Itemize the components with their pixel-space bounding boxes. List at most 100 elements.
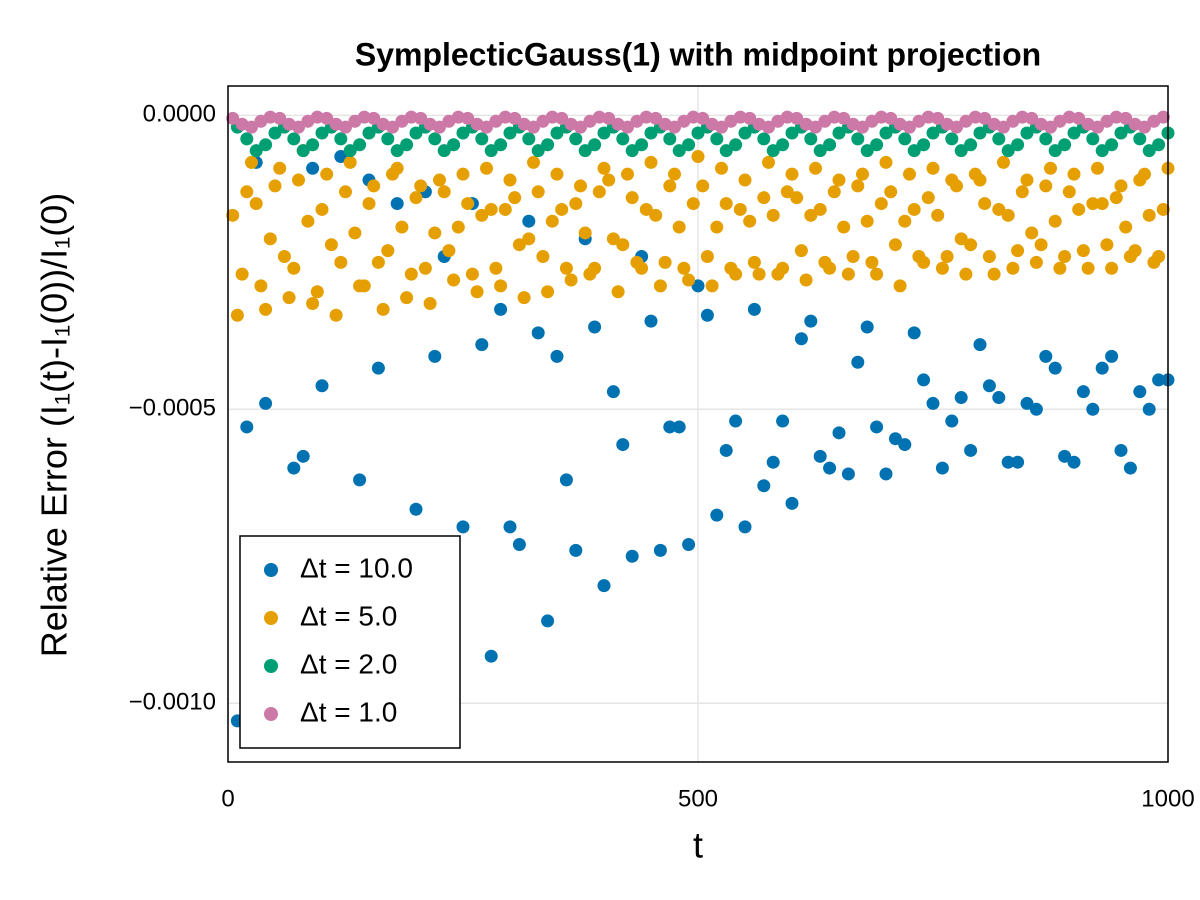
data-point xyxy=(917,373,931,387)
data-point xyxy=(710,508,724,522)
x-tick-label: 500 xyxy=(678,785,718,812)
data-point xyxy=(1072,202,1086,216)
data-point xyxy=(1001,208,1015,222)
data-point xyxy=(804,314,818,328)
data-point xyxy=(574,120,587,134)
y-axis-label: Relative Error (I₁(t)-I₁(0))/I₁(0) xyxy=(34,193,75,657)
data-point xyxy=(738,173,752,187)
data-point xyxy=(757,479,771,493)
data-point xyxy=(1156,202,1170,216)
data-point xyxy=(621,167,634,181)
data-point xyxy=(813,144,827,158)
data-point xyxy=(973,126,987,140)
data-point xyxy=(1025,226,1039,240)
data-point xyxy=(658,255,672,269)
data-point xyxy=(865,255,879,269)
data-point xyxy=(644,155,658,169)
data-point xyxy=(719,144,733,158)
data-point xyxy=(1095,144,1109,158)
data-point xyxy=(762,120,775,134)
data-point xyxy=(1029,255,1043,269)
data-point xyxy=(1020,396,1034,410)
data-point xyxy=(503,126,517,140)
data-point xyxy=(903,120,916,134)
data-point xyxy=(870,420,884,434)
data-point xyxy=(1011,138,1025,152)
data-point xyxy=(837,111,851,125)
data-point xyxy=(287,461,301,475)
data-point xyxy=(785,496,799,510)
data-point xyxy=(907,202,921,216)
legend-marker xyxy=(264,611,278,625)
data-point xyxy=(785,167,799,181)
data-point xyxy=(531,144,545,158)
data-point xyxy=(1138,120,1151,134)
data-point xyxy=(390,144,404,158)
data-point xyxy=(442,244,456,258)
data-point xyxy=(578,226,592,240)
data-point xyxy=(860,214,874,228)
data-point xyxy=(433,120,446,134)
data-point xyxy=(230,308,244,322)
data-point xyxy=(1025,111,1039,125)
data-point xyxy=(663,179,677,193)
data-point xyxy=(597,161,611,175)
data-point xyxy=(827,185,841,199)
data-point xyxy=(1015,185,1029,199)
data-point xyxy=(672,220,686,234)
data-point xyxy=(259,138,273,152)
data-point xyxy=(273,111,287,125)
data-point xyxy=(273,161,287,175)
data-point xyxy=(978,111,992,125)
data-point xyxy=(715,161,728,175)
data-point xyxy=(494,302,508,316)
data-point xyxy=(935,261,949,275)
data-point xyxy=(611,285,625,299)
data-point xyxy=(790,111,804,125)
data-point xyxy=(738,520,752,534)
data-point xyxy=(1034,238,1048,252)
legend-label: Δt = 5.0 xyxy=(300,600,397,631)
legend-marker xyxy=(264,563,278,577)
data-point xyxy=(649,111,663,125)
data-point xyxy=(527,120,540,134)
data-point xyxy=(752,267,766,281)
data-point xyxy=(592,185,606,199)
data-point xyxy=(371,255,385,269)
data-point xyxy=(672,420,686,434)
data-point xyxy=(691,126,705,140)
series xyxy=(226,144,1175,322)
data-point xyxy=(964,238,978,252)
data-point xyxy=(522,132,536,146)
data-point xyxy=(625,191,639,205)
data-point xyxy=(733,202,747,216)
data-point xyxy=(1123,461,1137,475)
data-point xyxy=(785,126,799,140)
data-point xyxy=(809,120,822,134)
data-point xyxy=(964,138,978,152)
data-point xyxy=(268,179,282,193)
data-point xyxy=(696,111,710,125)
data-point xyxy=(874,197,888,211)
data-point xyxy=(555,111,569,125)
data-point xyxy=(851,132,865,146)
data-point xyxy=(1091,120,1104,134)
legend-label: Δt = 1.0 xyxy=(300,696,397,727)
data-point xyxy=(776,261,790,275)
data-point xyxy=(644,126,658,140)
data-point xyxy=(691,279,705,293)
data-point xyxy=(475,132,489,146)
data-point xyxy=(470,285,484,299)
data-point xyxy=(964,443,978,457)
plot-marks xyxy=(226,110,1175,728)
data-point xyxy=(621,120,634,134)
data-point xyxy=(940,249,954,263)
data-point xyxy=(588,138,602,152)
data-point xyxy=(1048,361,1062,375)
data-point xyxy=(287,261,301,275)
data-point xyxy=(935,461,949,475)
data-point xyxy=(841,267,855,281)
data-point xyxy=(1058,449,1072,463)
data-point xyxy=(790,191,804,205)
